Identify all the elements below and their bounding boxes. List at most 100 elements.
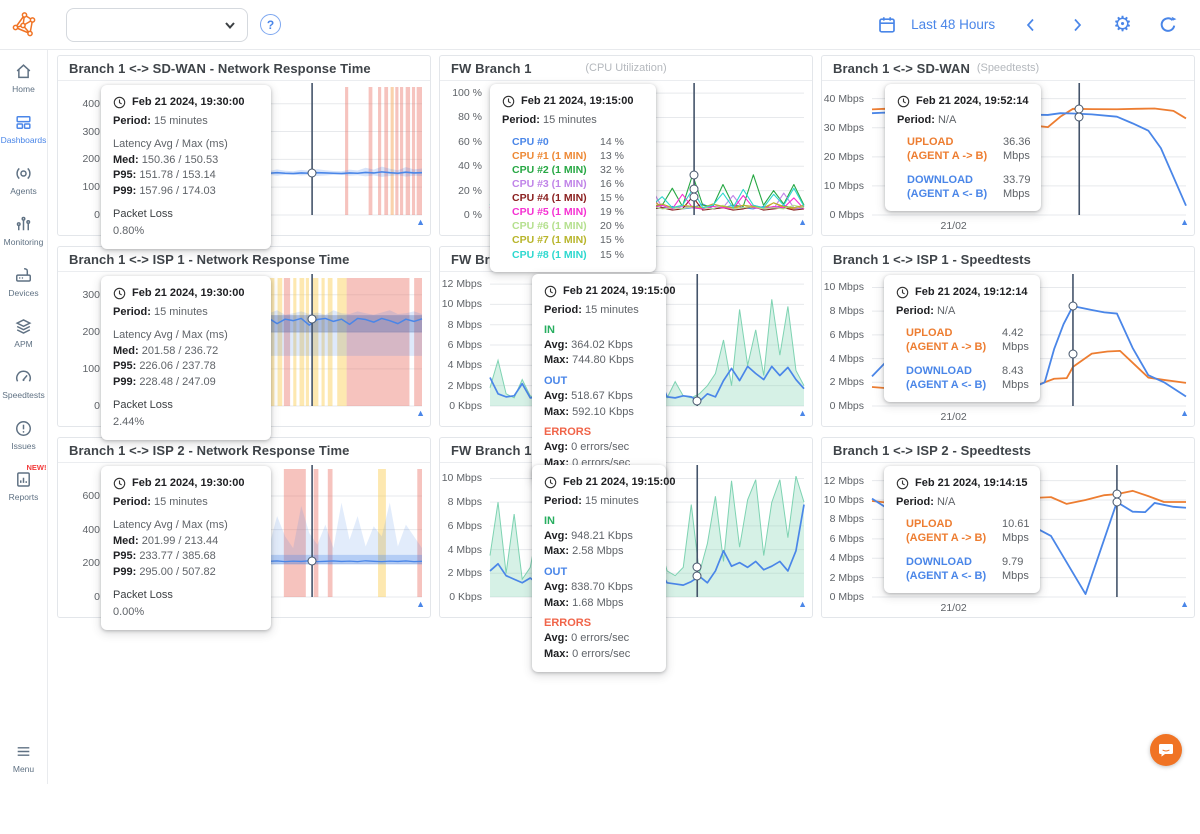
sidebar-item-monitoring[interactable]: Monitoring [0,215,48,247]
y-tick-label: 100 % [452,87,482,99]
sidebar-item-reports[interactable]: NEW! Reports [0,470,48,502]
chart-title: Branch 1 <-> ISP 2 - Speedtests [833,443,1031,458]
tooltip-time: Feb 21 2024, 19:12:14 [896,284,1028,301]
tooltip-metric-row: Avg: 948.21 Kbps [544,529,654,545]
hover-point-marker [308,169,317,178]
tooltip-group-heading: ERRORS [544,616,654,631]
y-axis: 0 Mbps10 Mbps20 Mbps30 Mbps40 Mbps [822,87,870,215]
y-tick-label: 100 [82,181,100,193]
annotation-triangle-icon[interactable]: ▲ [1180,218,1189,227]
hover-point-marker [690,170,699,179]
sidebar-item-speedtests[interactable]: Speedtests [0,368,48,400]
chart-title: Branch 1 <-> ISP 1 - Network Response Ti… [69,252,349,267]
tooltip-footer-heading: Packet Loss [113,397,259,414]
y-tick-label: 0 Mbps [830,400,864,412]
y-tick-label: 30 Mbps [824,122,864,134]
tooltip-period: Period: 15 minutes [113,494,259,511]
tooltip-metric-row: Avg: 364.02 Kbps [544,338,654,354]
y-tick-label: 4 Mbps [448,544,482,556]
time-range-picker[interactable]: Last 48 Hours [877,15,995,35]
y-tick-label: 0 [94,591,100,603]
tooltip-metric-row: Avg: 0 errors/sec [544,440,654,456]
tooltip-group-heading: OUT [544,374,654,389]
y-tick-label: 0 % [464,209,482,221]
clock-icon [113,96,126,109]
chevron-down-icon [223,18,237,32]
refresh-icon[interactable] [1158,15,1178,35]
x-tick-label: 21/02 [940,411,966,423]
chart-title: Branch 1 <-> ISP 2 - Network Response Ti… [69,443,349,458]
dashboard-select[interactable] [66,8,248,42]
tooltip-period: Period: 15 minutes [544,302,654,319]
y-tick-label: 2 Mbps [448,380,482,392]
tooltip-time: Feb 21 2024, 19:14:15 [896,475,1028,492]
sidebar-item-agents[interactable]: Agents [0,164,48,196]
annotation-triangle-icon[interactable]: ▲ [798,409,807,418]
annotation-triangle-icon[interactable]: ▲ [1180,409,1189,418]
y-tick-label: 8 Mbps [830,513,864,525]
panel-branch1-sdwan-latency: Branch 1 <-> SD-WAN - Network Response T… [57,55,431,236]
dashboard-grid: Branch 1 <-> SD-WAN - Network Response T… [48,50,1200,618]
tooltip-period: Period: N/A [897,112,1029,129]
panel-branch1-sdwan-speedtests: Branch 1 <-> SD-WAN (Speedtests) 0 Mbps1… [821,55,1195,236]
y-axis: 0 Mbps2 Mbps4 Mbps6 Mbps8 Mbps10 Mbps [822,278,870,406]
tooltip-group-heading: OUT [544,565,654,580]
sidebar-item-issues[interactable]: Issues [0,419,48,451]
tooltip-series-label: CPU #4 (1 MIN) [512,191,590,205]
tooltip-section-heading: Latency Avg / Max (ms) [113,327,259,344]
y-axis: 0100200300400 [58,87,106,215]
tooltip-series-value: 32 % [600,163,644,177]
next-period-button[interactable] [1067,15,1087,35]
tooltip-series-label: CPU #0 [512,135,590,149]
y-tick-label: 200 [82,557,100,569]
y-axis: 0 %20 %40 %60 %80 %100 % [440,87,488,215]
tooltip-series-label: CPU #8 (1 MIN) [512,248,590,262]
annotation-triangle-icon[interactable]: ▲ [416,409,425,418]
hover-point-marker [690,192,699,201]
sidebar-item-apm[interactable]: APM [0,317,48,349]
y-tick-label: 60 % [458,136,482,148]
tooltip-legend: CPU #014 %CPU #1 (1 MIN)13 %CPU #2 (1 MI… [502,135,644,262]
tooltip-metric-row: Med: 201.58 / 236.72 [113,344,259,360]
sidebar-item-home[interactable]: Home [0,62,48,94]
annotation-triangle-icon[interactable]: ▲ [1180,600,1189,609]
sidebar-item-menu[interactable]: Menu [0,742,48,774]
y-tick-label: 8 Mbps [830,305,864,317]
annotation-triangle-icon[interactable]: ▲ [798,218,807,227]
brand-logo[interactable] [0,11,48,38]
tooltip-time: Feb 21 2024, 19:15:00 [544,283,654,300]
tooltip-series-value: 9.79 Mbps [1002,555,1030,584]
settings-gear-icon[interactable]: ⚙ [1113,14,1132,35]
y-tick-label: 200 [82,326,100,338]
y-tick-label: 400 [82,524,100,536]
calendar-icon [877,15,897,35]
help-icon[interactable]: ? [260,14,281,35]
annotation-triangle-icon[interactable]: ▲ [416,600,425,609]
chart-title: Branch 1 <-> SD-WAN - Network Response T… [69,61,371,76]
y-tick-label: 12 Mbps [442,278,482,290]
tooltip-metric-row: Med: 201.99 / 213.44 [113,534,259,550]
sidebar-item-dashboards[interactable]: Dashboards [0,113,48,145]
y-tick-label: 8 Mbps [448,319,482,331]
sidebar-item-devices[interactable]: Devices [0,266,48,298]
tooltip-series-value: 33.79 Mbps [1003,173,1031,202]
chart-tooltip: Feb 21 2024, 19:15:00Period: 15 minutesI… [532,274,666,481]
chat-bubble-icon [1158,742,1174,758]
chart-tooltip: Feb 21 2024, 19:30:00Period: 15 minutesL… [101,85,271,249]
y-tick-label: 100 [82,363,100,375]
time-range-label: Last 48 Hours [911,17,995,32]
y-tick-label: 10 Mbps [824,180,864,192]
prev-period-button[interactable] [1021,15,1041,35]
hover-point-marker [308,557,317,566]
tooltip-time: Feb 21 2024, 19:30:00 [113,475,259,492]
tooltip-time: Feb 21 2024, 19:15:00 [502,93,644,110]
chat-widget-button[interactable] [1150,734,1182,766]
chart-tooltip: Feb 21 2024, 19:30:00Period: 15 minutesL… [101,466,271,630]
annotation-triangle-icon[interactable]: ▲ [798,600,807,609]
reports-icon [14,470,33,489]
y-tick-label: 0 Mbps [830,591,864,603]
tooltip-legend: UPLOAD (AGENT A -> B)36.36 MbpsDOWNLOAD … [897,135,1029,201]
tooltip-series-label: DOWNLOAD (AGENT A <- B) [906,364,992,393]
tooltip-metric-row: Avg: 518.67 Kbps [544,389,654,405]
annotation-triangle-icon[interactable]: ▲ [416,218,425,227]
